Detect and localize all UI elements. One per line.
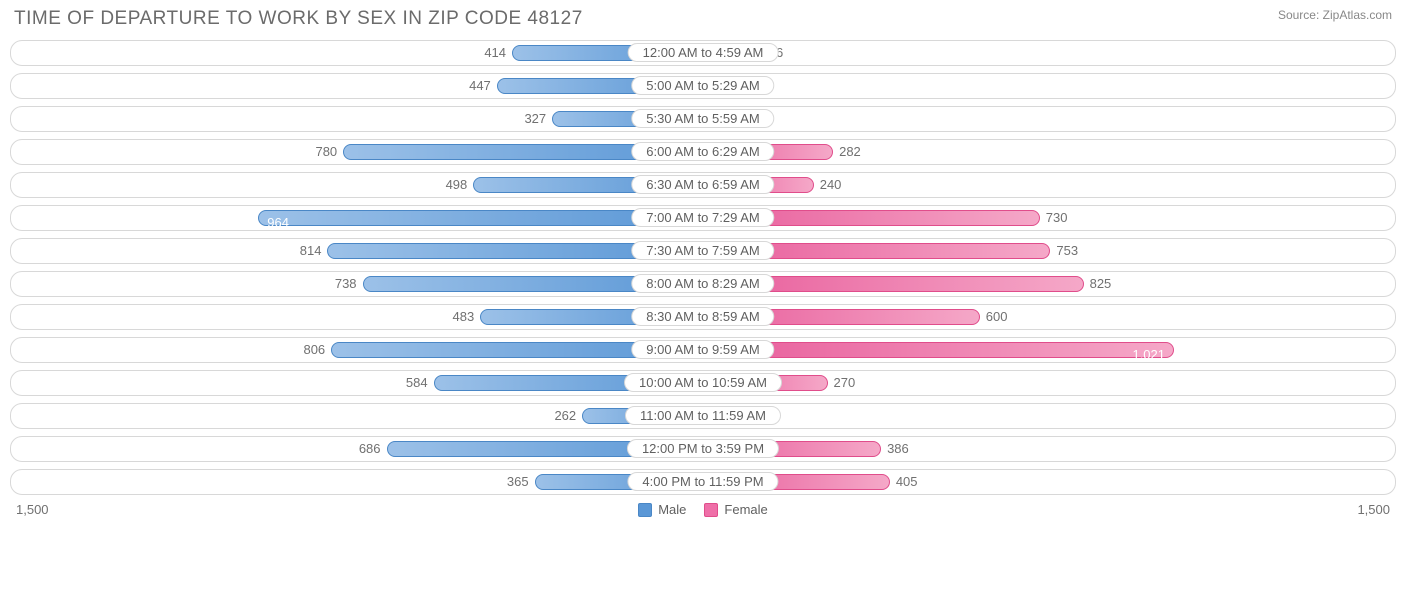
value-male: 780 [315,144,337,159]
value-male: 686 [359,441,381,456]
legend-item-male: Male [638,502,686,517]
value-male: 584 [406,375,428,390]
value-male: 447 [469,78,491,93]
swatch-male [638,503,652,517]
value-male: 414 [484,45,506,60]
value-female: 282 [839,144,861,159]
legend: Male Female [638,502,768,517]
category-label: 4:00 PM to 11:59 PM [627,472,778,491]
category-label: 12:00 AM to 4:59 AM [628,43,779,62]
chart-row: 365 405 4:00 PM to 11:59 PM [10,469,1396,495]
chart-row: 584 270 10:00 AM to 10:59 AM [10,370,1396,396]
axis-label-left: 1,500 [16,502,49,517]
swatch-female [704,503,718,517]
value-male: 806 [303,342,325,357]
category-label: 8:00 AM to 8:29 AM [631,274,774,293]
value-female: 1,021 [1132,347,1165,362]
value-female: 600 [986,309,1008,324]
value-male: 262 [554,408,576,423]
category-label: 12:00 PM to 3:59 PM [627,439,779,458]
chart-row: 26210711:00 AM to 11:59 AM [10,403,1396,429]
value-female: 405 [896,474,918,489]
value-female: 386 [887,441,909,456]
chart-row: 327825:30 AM to 5:59 AM [10,106,1396,132]
category-label: 6:30 AM to 6:59 AM [631,175,774,194]
value-female: 825 [1090,276,1112,291]
value-male: 483 [452,309,474,324]
legend-item-female: Female [704,502,767,517]
category-label: 7:00 AM to 7:29 AM [631,208,774,227]
chart-row: 447805:00 AM to 5:29 AM [10,73,1396,99]
chart-row: 964 730 7:00 AM to 7:29 AM [10,205,1396,231]
category-label: 9:00 AM to 9:59 AM [631,340,774,359]
chart-row: 483 600 8:30 AM to 8:59 AM [10,304,1396,330]
category-label: 5:30 AM to 5:59 AM [631,109,774,128]
category-label: 7:30 AM to 7:59 AM [631,241,774,260]
value-female: 270 [834,375,856,390]
source-label: Source: ZipAtlas.com [1278,8,1392,22]
value-male: 738 [335,276,357,291]
category-label: 8:30 AM to 8:59 AM [631,307,774,326]
chart-row: 686 386 12:00 PM to 3:59 PM [10,436,1396,462]
chart-row: 738 825 8:00 AM to 8:29 AM [10,271,1396,297]
legend-male-label: Male [658,502,686,517]
legend-female-label: Female [724,502,767,517]
chart-row: 780 282 6:00 AM to 6:29 AM [10,139,1396,165]
chart-row: 806 1,021 9:00 AM to 9:59 AM [10,337,1396,363]
value-male: 365 [507,474,529,489]
value-female: 240 [820,177,842,192]
value-male: 964 [267,215,289,230]
value-female: 730 [1046,210,1068,225]
chart-row: 498 240 6:30 AM to 6:59 AM [10,172,1396,198]
category-label: 5:00 AM to 5:29 AM [631,76,774,95]
value-male: 327 [524,111,546,126]
chart-row: 41411612:00 AM to 4:59 AM [10,40,1396,66]
value-female: 753 [1056,243,1078,258]
category-label: 11:00 AM to 11:59 AM [625,406,781,425]
axis-label-right: 1,500 [1357,502,1390,517]
category-label: 10:00 AM to 10:59 AM [624,373,782,392]
diverging-bar-chart: 41411612:00 AM to 4:59 AM 447805:00 AM to… [10,40,1396,495]
category-label: 6:00 AM to 6:29 AM [631,142,774,161]
chart-title: TIME OF DEPARTURE TO WORK BY SEX IN ZIP … [14,8,583,30]
value-male: 814 [300,243,322,258]
value-male: 498 [446,177,468,192]
chart-row: 814 753 7:30 AM to 7:59 AM [10,238,1396,264]
